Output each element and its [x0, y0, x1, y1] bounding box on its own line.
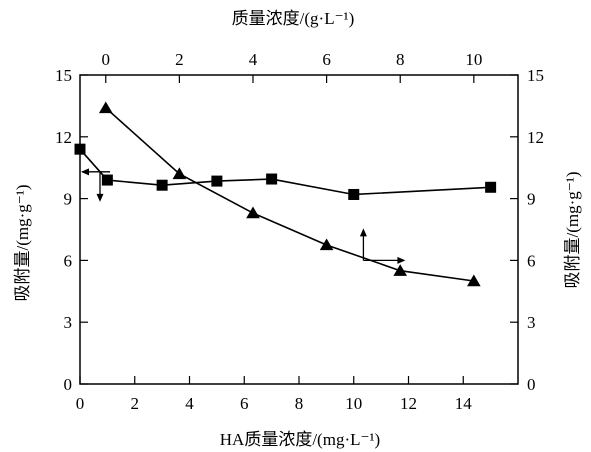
y-right-tick-label: 3: [527, 313, 536, 332]
series-2-line: [105, 107, 474, 282]
series-2-point: [319, 238, 334, 251]
x-bottom-tick-label: 4: [185, 394, 194, 413]
x-bottom-tick-label: 8: [295, 394, 304, 413]
series-1-point: [266, 173, 278, 185]
plot-frame: [79, 74, 519, 385]
series-layer: [74, 101, 497, 287]
series-1-line: [79, 148, 491, 196]
x-axis-title-top: 质量浓度/(g·L⁻¹): [232, 9, 355, 28]
axes-layer: [79, 74, 519, 385]
y-left-tick-label: 15: [55, 66, 72, 85]
series-1-point: [211, 175, 223, 187]
x-bottom-tick-label: 2: [131, 394, 140, 413]
y-left-tick-label: 3: [64, 313, 73, 332]
series-2-point: [172, 167, 187, 180]
x-bottom-tick-label: 10: [345, 394, 362, 413]
y-axis-title-right: 吸附量/(mg·g⁻¹): [563, 172, 582, 289]
x-bottom-tick-label: 0: [76, 394, 85, 413]
y-left-tick-label: 9: [64, 190, 73, 209]
series-2-point: [467, 274, 481, 287]
x-top-tick-label: 4: [249, 50, 258, 69]
x-top-tick-label: 0: [102, 50, 111, 69]
arrowhead: [397, 256, 406, 264]
arrowhead: [96, 193, 104, 202]
y-axis-title-left: 吸附量/(mg·g⁻¹): [13, 185, 32, 302]
series-1-point: [485, 181, 497, 193]
x-bottom-tick-label: 14: [455, 394, 473, 413]
arrowhead: [81, 168, 89, 176]
x-bottom-tick-label: 6: [240, 394, 249, 413]
series-1-point: [348, 188, 360, 200]
y-right-tick-label: 12: [527, 128, 544, 147]
y-right-tick-label: 6: [527, 251, 536, 270]
series-1-point: [156, 179, 168, 191]
x-bottom-tick-label: 12: [400, 394, 417, 413]
y-left-tick-label: 6: [64, 251, 73, 270]
x-top-tick-label: 8: [396, 50, 405, 69]
series-2-point: [246, 206, 260, 219]
x-axis-title-bottom: HA质量浓度/(mg·L⁻¹): [220, 430, 380, 449]
y-right-tick-label: 9: [527, 190, 536, 209]
arrowhead: [359, 228, 367, 237]
series-1-point: [101, 174, 113, 186]
y-right-tick-label: 15: [527, 66, 544, 85]
y-left-tick-label: 12: [55, 128, 72, 147]
series-2-point: [393, 264, 408, 276]
y-left-tick-label: 0: [64, 375, 73, 394]
x-top-tick-label: 6: [322, 50, 331, 69]
x-top-tick-label: 10: [465, 50, 482, 69]
x-top-tick-label: 2: [175, 50, 184, 69]
series-1-point: [74, 143, 86, 155]
y-right-tick-label: 0: [527, 375, 536, 394]
series-2-point: [98, 101, 113, 114]
annotation-layer: [81, 168, 406, 264]
